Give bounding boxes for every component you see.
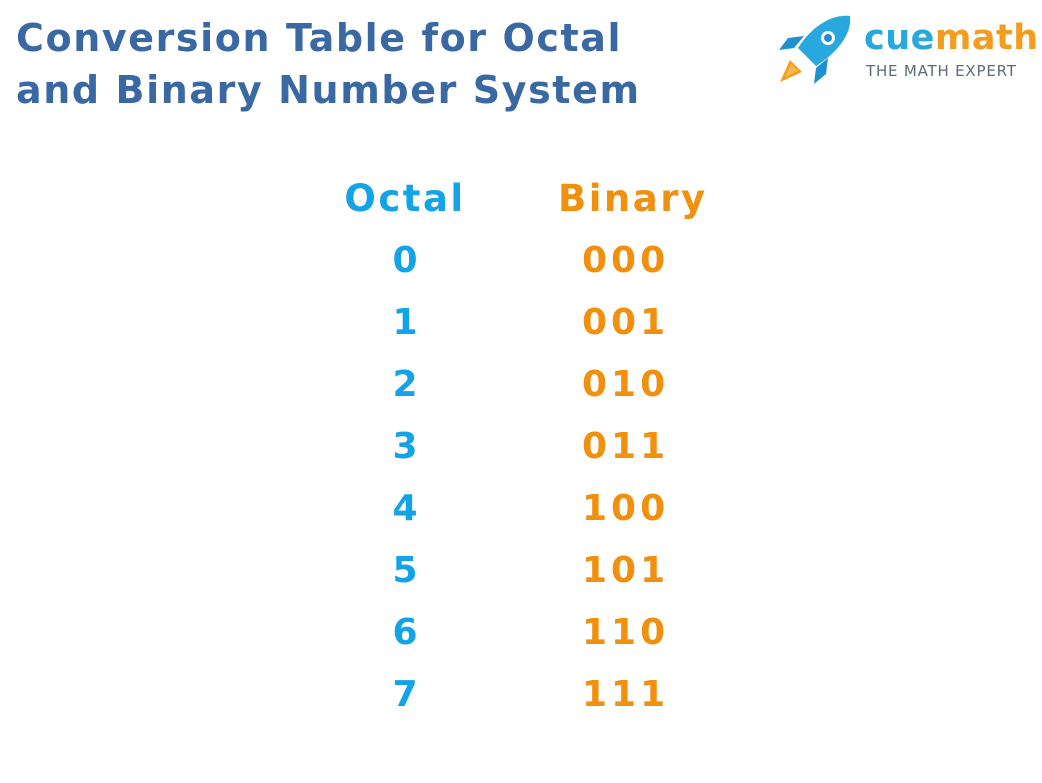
- table-row: 6 110: [330, 602, 730, 664]
- octal-value: 6: [392, 612, 418, 653]
- binary-value: 011: [582, 426, 670, 467]
- page-title: Conversion Table for Octal and Binary Nu…: [16, 12, 641, 116]
- octal-value: 0: [392, 240, 418, 281]
- binary-value: 000: [582, 240, 670, 281]
- table-row: 7 111: [330, 664, 730, 726]
- binary-value: 110: [582, 612, 670, 653]
- binary-value: 101: [582, 550, 670, 591]
- table-row: 2 010: [330, 354, 730, 416]
- table-row: 5 101: [330, 540, 730, 602]
- table-row: 4 100: [330, 478, 730, 540]
- cuemath-logo: cuemath THE MATH EXPERT: [776, 12, 1038, 90]
- octal-value: 5: [392, 550, 418, 591]
- octal-value: 3: [392, 426, 418, 467]
- table-row: 1 001: [330, 292, 730, 354]
- octal-value: 4: [392, 488, 418, 529]
- title-line-1: Conversion Table for Octal: [16, 16, 623, 60]
- table-row: 3 011: [330, 416, 730, 478]
- binary-value: 010: [582, 364, 670, 405]
- octal-value: 2: [392, 364, 418, 405]
- octal-column-header: Octal: [344, 177, 466, 220]
- binary-value: 001: [582, 302, 670, 343]
- rocket-icon: [779, 15, 851, 84]
- title-line-2: and Binary Number System: [16, 68, 641, 112]
- octal-value: 1: [392, 302, 418, 343]
- binary-value: 100: [582, 488, 670, 529]
- binary-value: 111: [582, 674, 670, 715]
- octal-value: 7: [392, 674, 418, 715]
- binary-column-header: Binary: [558, 177, 708, 220]
- brand-math: math: [934, 18, 1039, 58]
- table-row: 0 000: [330, 230, 730, 292]
- brand-name: cuemath: [864, 18, 1039, 58]
- brand-tagline: THE MATH EXPERT: [866, 62, 1017, 80]
- table-header-row: Octal Binary: [330, 168, 730, 230]
- brand-cue: cue: [864, 18, 935, 58]
- conversion-table: Octal Binary 0 000 1 001 2 010 3 011 4 1…: [330, 168, 730, 726]
